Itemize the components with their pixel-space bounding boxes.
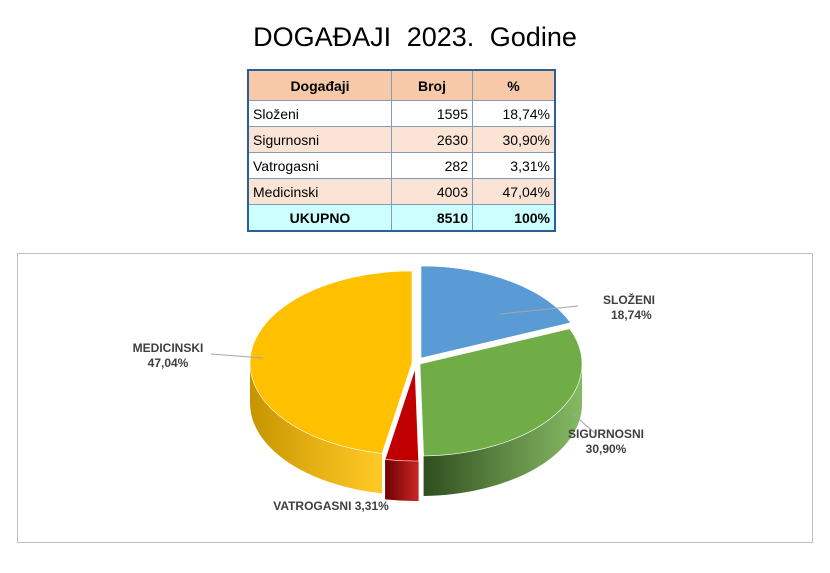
table-row: Sigurnosni 2630 30,90%	[247, 126, 556, 153]
header-percent: %	[472, 69, 556, 101]
label-leader-line	[572, 413, 597, 435]
row-percent: 18,74%	[472, 100, 556, 127]
row-count: 4003	[391, 178, 473, 205]
slice-label-složeni: SLOŽENI	[603, 292, 655, 307]
slice-value-medicinski: 47,04%	[148, 356, 189, 370]
header-count: Broj	[391, 69, 473, 101]
pie-slice-sigurnosni	[419, 328, 583, 457]
pie-slice-vatrogasni	[384, 368, 419, 462]
row-percent: 3,31%	[472, 152, 556, 179]
pie-slice-složeni	[420, 265, 572, 359]
pie-side-3	[250, 363, 383, 494]
table-total-row: UKUPNO 8510 100%	[247, 204, 556, 232]
header-events: Događaji	[247, 69, 392, 101]
title-year: 2023.	[406, 22, 475, 52]
page-title: DOGAĐAJI 2023. Godine	[0, 22, 830, 53]
slice-value-sigurnosni: 30,90%	[586, 442, 627, 456]
pie-side-1	[423, 364, 582, 496]
row-count: 2630	[391, 126, 473, 153]
title-word-year: Godine	[489, 22, 577, 52]
row-name: Vatrogasni	[247, 152, 392, 179]
chart-frame: SLOŽENI 18,74% SIGURNOSNI 30,90% VATROGASNI …	[17, 253, 813, 543]
row-name: Sigurnosni	[247, 126, 392, 153]
slice-label-medicinski: MEDICINSKI	[133, 341, 204, 355]
slice-value-složeni: 18,74%	[611, 308, 652, 322]
total-percent: 100%	[472, 204, 556, 232]
total-count: 8510	[391, 204, 473, 232]
label-leader-line	[210, 353, 264, 359]
row-percent: 30,90%	[472, 126, 556, 153]
pie-side-2	[385, 459, 419, 501]
table-row: Medicinski 4003 47,04%	[247, 178, 556, 205]
row-percent: 47,04%	[472, 178, 556, 205]
title-word-events: DOGAĐAJI	[253, 22, 392, 52]
row-name: Medicinski	[247, 178, 392, 205]
row-count: 1595	[391, 100, 473, 127]
total-name: UKUPNO	[247, 204, 392, 232]
stats-table: Događaji Broj % Složeni 1595 18,74% Sigu…	[247, 69, 556, 232]
slice-label-vatrogasni: VATROGASNI 3,31%	[273, 499, 389, 513]
row-count: 282	[391, 152, 473, 179]
table-row: Vatrogasni 282 3,31%	[247, 152, 556, 179]
table-row: Složeni 1595 18,74%	[247, 100, 556, 127]
row-name: Složeni	[247, 100, 392, 127]
pie-slice-medicinski	[249, 270, 413, 454]
slice-label-sigurnosni: SIGURNOSNI	[568, 427, 644, 441]
label-leader-line	[499, 305, 579, 315]
table-header-row: Događaji Broj %	[247, 69, 556, 101]
